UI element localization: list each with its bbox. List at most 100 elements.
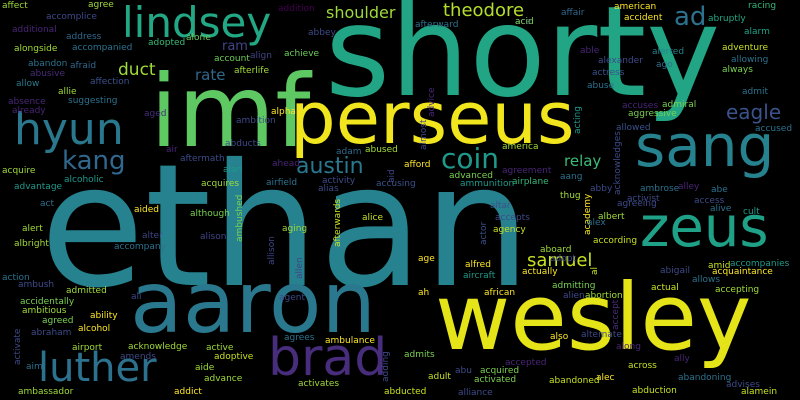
- word-abused: abused: [365, 145, 398, 155]
- word-imf: imf: [150, 53, 311, 170]
- word-american: american: [614, 2, 657, 12]
- word-ad: ad: [674, 2, 707, 32]
- word-al: al: [590, 266, 600, 275]
- word-adopt: adopt: [550, 254, 576, 264]
- word-aged: aged: [144, 109, 167, 119]
- word-america: america: [502, 142, 539, 152]
- word-adam: adam: [336, 147, 362, 157]
- word-alongside: alongside: [14, 44, 58, 54]
- word-alexander: alexander: [598, 56, 643, 66]
- word-afford: afford: [404, 160, 431, 170]
- word-aggressive: aggressive: [628, 109, 677, 119]
- word-addition: addition: [278, 4, 315, 14]
- word-relay: relay: [564, 152, 602, 170]
- word-accident: accident: [624, 13, 663, 23]
- word-agency: agency: [493, 225, 526, 235]
- word-eagle: eagle: [726, 100, 782, 124]
- word-able: able: [580, 46, 600, 56]
- word-afterlife: afterlife: [234, 66, 269, 76]
- word-lindsey: lindsey: [122, 0, 272, 47]
- word-suggesting: suggesting: [68, 96, 118, 106]
- word-allie: allie: [58, 87, 77, 97]
- word-agreement: agreement: [502, 166, 552, 176]
- word-aaron: aaron: [130, 253, 376, 353]
- word-acquired: acquired: [480, 366, 520, 376]
- word-alamein: alamein: [741, 387, 778, 397]
- word-luther: luther: [38, 345, 157, 391]
- word-shoulder: shoulder: [326, 3, 396, 22]
- word-accuses: accuses: [622, 101, 659, 111]
- word-agreeing: agreeing: [617, 199, 657, 209]
- word-aircraft: aircraft: [463, 271, 496, 281]
- word-duct: duct: [118, 60, 156, 80]
- word-allison: allison: [267, 235, 277, 265]
- word-ammunition: ammunition: [460, 179, 515, 189]
- word-adding: adding: [381, 350, 391, 382]
- word-accepts: accepts: [495, 213, 530, 223]
- word-almost: almost: [419, 119, 429, 150]
- word-addict: addict: [174, 387, 202, 397]
- word-abbey: abbey: [308, 28, 336, 38]
- word-ally: ally: [674, 354, 690, 364]
- word-adult: adult: [428, 372, 451, 382]
- word-admit: admit: [742, 87, 769, 97]
- word-alan: alan: [223, 165, 243, 175]
- word-airplane: airplane: [512, 177, 549, 187]
- word-wesley: wesley: [435, 264, 752, 371]
- word-address: address: [66, 32, 102, 42]
- word-ability: ability: [90, 311, 118, 321]
- word-acid: acid: [515, 17, 534, 27]
- word-alert: alert: [22, 224, 43, 234]
- word-activist: activist: [627, 194, 660, 204]
- word-ram: ram: [222, 39, 248, 54]
- word-ambushed: ambushed: [235, 194, 245, 242]
- word-ambrose: ambrose: [640, 184, 680, 194]
- word-ambassador: ambassador: [18, 387, 74, 397]
- word-abruptly: abruptly: [708, 14, 746, 24]
- word-acquaintance: acquaintance: [712, 267, 773, 277]
- word-activity: activity: [322, 176, 356, 186]
- word-abandoning: abandoning: [678, 373, 732, 383]
- word-aang: aang: [560, 172, 583, 182]
- word-abduction: abduction: [632, 386, 677, 396]
- word-rate: rate: [195, 66, 226, 84]
- word-alec: alec: [596, 373, 615, 383]
- word-ahead: ahead: [272, 159, 300, 169]
- word-airfield: airfield: [266, 178, 298, 188]
- word-abducts: abducts: [225, 139, 261, 149]
- word-coin: coin: [441, 142, 500, 175]
- word-according: according: [593, 236, 638, 246]
- word-agreed: agreed: [42, 316, 74, 326]
- word-adoptive: adoptive: [214, 352, 254, 362]
- word-active: active: [206, 343, 234, 353]
- word-accused: accused: [755, 124, 793, 134]
- word-airport: airport: [72, 343, 103, 353]
- word-activated: activated: [474, 375, 517, 385]
- word-ali: ali: [131, 292, 142, 302]
- word-aided: aided: [134, 205, 159, 215]
- word-actress: actress: [592, 68, 625, 78]
- word-ambulance: ambulance: [325, 336, 375, 346]
- word-albright: albright: [14, 239, 49, 249]
- word-act: act: [40, 199, 54, 209]
- word-aftermath: aftermath: [180, 154, 225, 164]
- word-activate: activate: [13, 328, 23, 365]
- word-perseus: perseus: [290, 76, 575, 160]
- word-alone: alone: [186, 33, 211, 43]
- word-abortion: abortion: [585, 291, 623, 301]
- word-accompanied: accompanied: [72, 43, 133, 53]
- word-afterward: afterward: [415, 20, 459, 30]
- word-alice: alice: [362, 213, 384, 223]
- word-always: always: [722, 65, 753, 75]
- word-alter: alter: [142, 231, 163, 241]
- word-alpha: alpha: [271, 107, 296, 117]
- word-abigail: abigail: [660, 266, 690, 276]
- word-ethan: ethan: [40, 128, 531, 326]
- word-ambitious: ambitious: [22, 306, 67, 316]
- word-actual: actual: [651, 283, 679, 293]
- word-account: account: [214, 54, 250, 64]
- word-abducted: abducted: [384, 387, 427, 397]
- word-ah: ah: [418, 288, 430, 298]
- word-accepted: accepted: [505, 358, 547, 368]
- word-altar: altar: [490, 201, 511, 211]
